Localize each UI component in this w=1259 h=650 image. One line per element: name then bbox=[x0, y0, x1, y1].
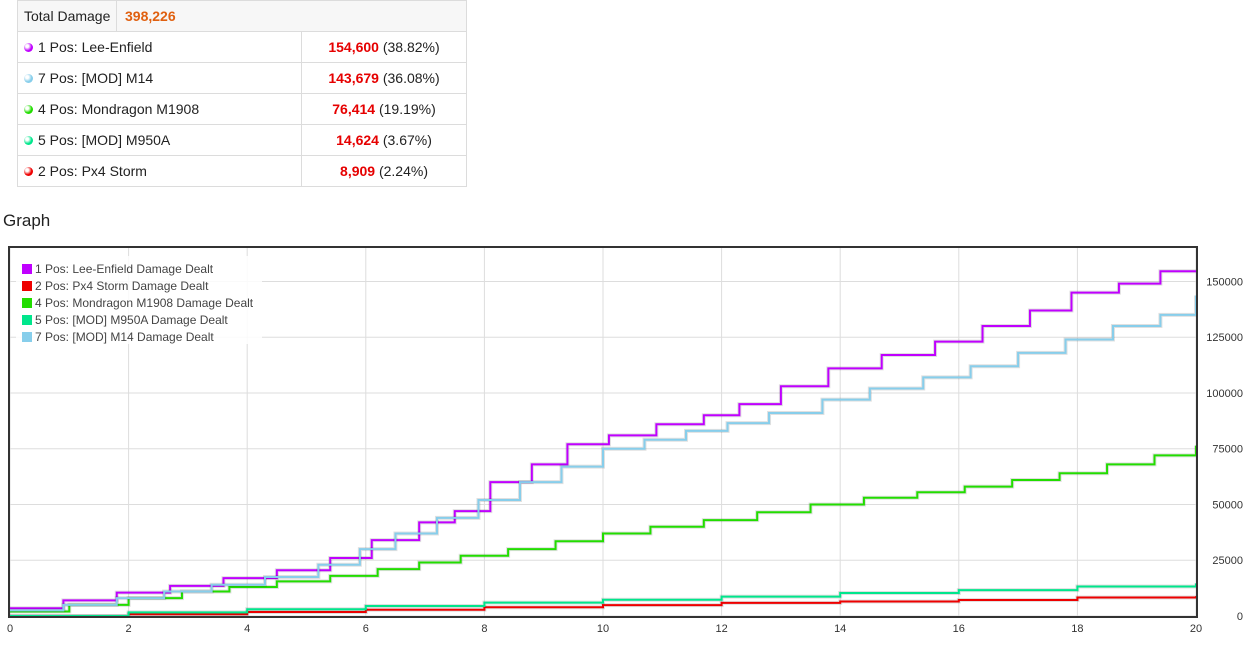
player-color-dot-icon bbox=[24, 136, 33, 145]
series-line bbox=[10, 270, 1196, 610]
player-color-dot-icon bbox=[24, 105, 33, 114]
player-label: 5 Pos: [MOD] M950A bbox=[38, 132, 171, 148]
legend-swatch bbox=[22, 315, 32, 325]
legend-label: 1 Pos: Lee-Enfield Damage Dealt bbox=[35, 262, 214, 276]
damage-cell: 14,624 (3.67%) bbox=[301, 124, 467, 156]
series-line bbox=[10, 295, 1197, 612]
player-label: 4 Pos: Mondragon M1908 bbox=[38, 101, 200, 117]
y-tick-label: 25000 bbox=[1212, 555, 1243, 567]
player-cell: 7 Pos: [MOD] M14 bbox=[16, 62, 303, 94]
damage-summary-table: Total Damage 398,226 1 Pos: Lee-Enfield … bbox=[16, 0, 467, 187]
x-tick-label: 6 bbox=[363, 623, 369, 635]
x-tick-label: 20 bbox=[1190, 623, 1202, 635]
x-tick-label: 0 bbox=[7, 623, 13, 635]
damage-value: 8,909 bbox=[340, 163, 376, 179]
x-tick-label: 18 bbox=[1071, 623, 1083, 635]
section-title: Graph bbox=[3, 211, 51, 230]
series-line bbox=[10, 596, 1197, 617]
player-cell: 1 Pos: Lee-Enfield bbox=[16, 31, 303, 63]
legend-label: 2 Pos: Px4 Storm Damage Dealt bbox=[35, 279, 209, 293]
damage-cell: 143,679 (36.08%) bbox=[301, 62, 467, 94]
x-tick-label: 2 bbox=[126, 623, 132, 635]
legend-label: 4 Pos: Mondragon M1908 Damage Dealt bbox=[35, 296, 254, 310]
damage-percent: (36.08%) bbox=[382, 70, 440, 86]
player-cell: 5 Pos: [MOD] M950A bbox=[16, 124, 303, 156]
x-tick-label: 10 bbox=[597, 623, 609, 635]
damage-chart: 0 2 4 6 8 10 12 14 16 18 20 0 25000 50000 75000 100000 1… bbox=[7, 246, 1243, 635]
damage-value: 143,679 bbox=[328, 70, 379, 86]
legend-swatch bbox=[22, 264, 32, 274]
legend-swatch bbox=[22, 298, 32, 308]
damage-value: 14,624 bbox=[336, 132, 379, 148]
x-tick-label: 14 bbox=[834, 623, 846, 635]
damage-value: 76,414 bbox=[332, 101, 376, 117]
damage-percent: (2.24%) bbox=[378, 163, 428, 179]
damage-percent: (38.82%) bbox=[382, 39, 440, 55]
x-tick-label: 16 bbox=[953, 623, 965, 635]
y-tick-label: 100000 bbox=[1206, 388, 1243, 400]
player-color-dot-icon bbox=[24, 43, 33, 52]
legend-swatch bbox=[22, 332, 32, 342]
player-cell: 4 Pos: Mondragon M1908 bbox=[16, 93, 303, 125]
damage-cell: 8,909 (2.24%) bbox=[301, 155, 467, 187]
series-line bbox=[10, 445, 1197, 613]
player-color-dot-icon bbox=[24, 167, 33, 176]
legend-swatch bbox=[22, 281, 32, 291]
damage-value: 154,600 bbox=[328, 39, 379, 55]
damage-cell: 76,414 (19.19%) bbox=[301, 93, 467, 125]
table-row: 2 Pos: Px4 Storm 8,909 (2.24%) bbox=[16, 155, 467, 187]
x-tick-label: 4 bbox=[244, 623, 250, 635]
y-tick-label: 125000 bbox=[1206, 332, 1243, 344]
y-tick-label: 0 bbox=[1237, 611, 1243, 623]
plot-frame bbox=[8, 246, 1198, 618]
player-label: 7 Pos: [MOD] M14 bbox=[38, 70, 154, 86]
player-cell: 2 Pos: Px4 Storm bbox=[16, 155, 303, 187]
damage-percent: (3.67%) bbox=[382, 132, 432, 148]
damage-percent: (19.19%) bbox=[378, 101, 436, 117]
total-damage-value: 398,226 bbox=[116, 0, 467, 32]
x-tick-label: 8 bbox=[481, 623, 487, 635]
legend-background bbox=[16, 256, 262, 344]
table-row: 7 Pos: [MOD] M14 143,679 (36.08%) bbox=[16, 62, 467, 94]
chart-legend: 1 Pos: Lee-Enfield Damage Dealt 2 Pos: Px… bbox=[16, 256, 262, 344]
player-label: 2 Pos: Px4 Storm bbox=[38, 163, 147, 179]
legend-label: 5 Pos: [MOD] M950A Damage Dealt bbox=[35, 313, 228, 327]
player-color-dot-icon bbox=[24, 74, 33, 83]
damage-cell: 154,600 (38.82%) bbox=[301, 31, 467, 63]
y-tick-label: 50000 bbox=[1212, 499, 1243, 511]
y-tick-label: 75000 bbox=[1212, 444, 1243, 456]
total-damage-row: Total Damage 398,226 bbox=[17, 0, 467, 32]
series-line bbox=[10, 583, 1197, 617]
table-row: 5 Pos: [MOD] M950A 14,624 (3.67%) bbox=[16, 124, 467, 156]
total-damage-label: Total Damage bbox=[17, 0, 117, 32]
y-tick-label: 150000 bbox=[1206, 276, 1243, 288]
x-tick-label: 12 bbox=[715, 623, 727, 635]
player-label: 1 Pos: Lee-Enfield bbox=[38, 39, 153, 55]
table-row: 1 Pos: Lee-Enfield 154,600 (38.82%) bbox=[16, 31, 467, 63]
table-row: 4 Pos: Mondragon M1908 76,414 (19.19%) bbox=[16, 93, 467, 125]
legend-label: 7 Pos: [MOD] M14 Damage Dealt bbox=[35, 330, 214, 344]
